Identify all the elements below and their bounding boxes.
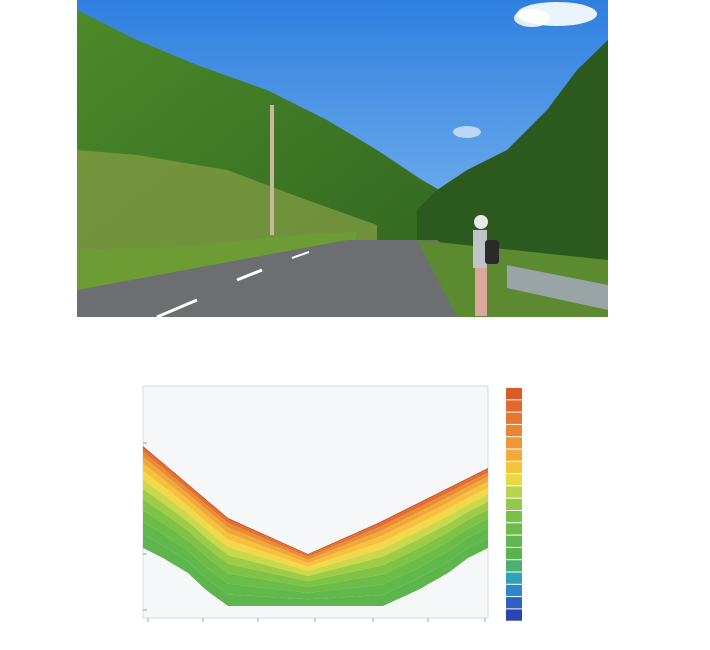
utility-pole [270, 105, 274, 235]
legend-swatch [506, 449, 522, 461]
resistivity-bands [143, 446, 488, 606]
x-axis-ticks [147, 618, 486, 622]
roadside-survey-photo [77, 0, 608, 317]
legend-swatch [506, 400, 522, 412]
legend-swatch [506, 597, 522, 609]
legend-swatch [506, 609, 522, 621]
legend-swatch [506, 498, 522, 510]
resistivity-band [143, 471, 488, 572]
legend-swatch [506, 547, 522, 560]
legend-swatch [506, 424, 522, 437]
resistivity-band [143, 499, 488, 587]
legend-swatch [506, 511, 522, 523]
legend-swatch [506, 535, 522, 547]
legend-swatch [506, 388, 522, 400]
guardrail [507, 265, 608, 310]
resistivity-band [143, 479, 488, 576]
legend-swatch [506, 523, 522, 535]
ground-cross-section-chart [118, 358, 568, 643]
legend-swatch [506, 486, 522, 498]
photo-scene [77, 0, 608, 317]
road [77, 240, 537, 317]
legend-swatch [506, 474, 522, 486]
surveyor-figure [473, 215, 499, 316]
color-legend [506, 388, 522, 621]
cross-section-svg [142, 385, 522, 622]
resistivity-band [143, 489, 488, 582]
resistivity-band [143, 522, 488, 600]
clouds [453, 2, 597, 138]
resistivity-band [143, 510, 488, 593]
legend-swatch [506, 584, 522, 597]
resistivity-band [143, 534, 488, 606]
road-marking [236, 268, 263, 282]
road-marking [291, 251, 310, 259]
legend-swatch [506, 461, 522, 474]
legend-swatch [506, 437, 522, 449]
road-marking [156, 298, 198, 317]
legend-swatch [506, 412, 522, 424]
legend-swatch [506, 572, 522, 584]
legend-swatch [506, 560, 522, 572]
